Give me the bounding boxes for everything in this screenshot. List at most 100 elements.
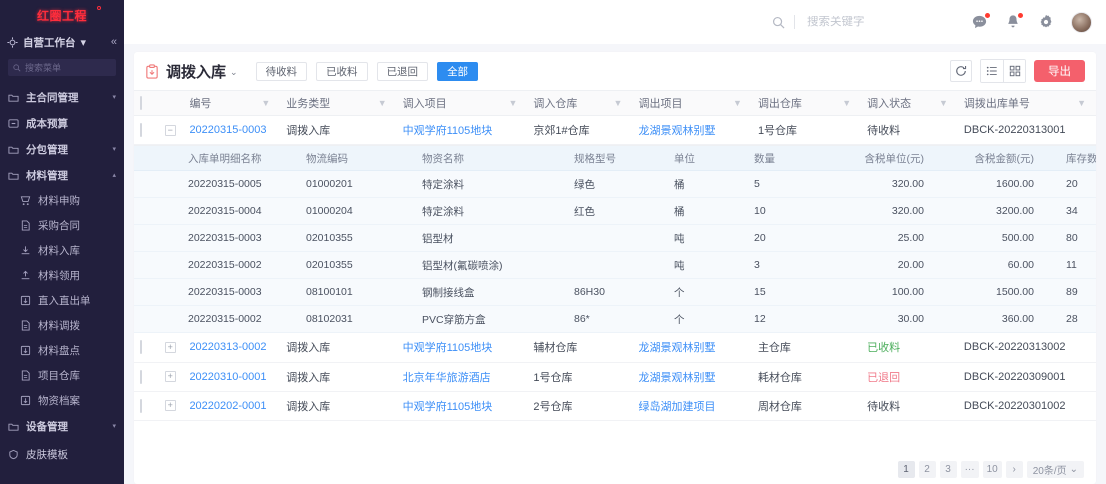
column-out-order[interactable]: 调拨出库单号 ▼ <box>957 90 1096 116</box>
cell-in-project[interactable]: 中观学府1105地块 <box>396 115 528 145</box>
filter-icon[interactable]: ▼ <box>377 98 387 108</box>
filter-icon[interactable]: ▼ <box>261 98 271 108</box>
sidebar-item-purchase-contract[interactable]: 采购合同 <box>0 213 124 238</box>
subcolumn-detail: 入库单明细名称 <box>182 145 300 171</box>
avatar[interactable] <box>1071 11 1092 33</box>
page-1-button[interactable]: 1 <box>897 461 915 478</box>
subtable-row[interactable]: 20220315-0005 01000201 特定涂料 绿色 桶 5 320.0… <box>134 170 1096 198</box>
column-in-warehouse[interactable]: 调入仓库 ▼ <box>527 90 633 116</box>
filter-icon[interactable]: ▼ <box>613 98 623 108</box>
page-3-button[interactable]: 3 <box>939 461 957 478</box>
subtable-row[interactable]: 20220315-0003 08100101 钢制接线盒 86H30 个 15 … <box>134 278 1096 306</box>
chat-icon[interactable] <box>971 12 990 31</box>
column-in-status[interactable]: 调入状态 ▼ <box>861 90 958 116</box>
page-ellipsis[interactable]: ··· <box>960 461 979 478</box>
chip-returned[interactable]: 已退回 <box>376 61 429 81</box>
chevron-down-icon[interactable]: ⌄ <box>230 66 238 77</box>
sidebar-item-material-archive[interactable]: 物资档案 <box>0 388 124 413</box>
page-size-select[interactable]: 20条/页 ⌄ <box>1026 461 1084 478</box>
page-2-button[interactable]: 2 <box>918 461 936 478</box>
row-checkbox[interactable] <box>140 340 142 355</box>
sidebar-item-cost-budget[interactable]: 成本预算 <box>0 110 124 136</box>
menu-search-input[interactable]: 搜索菜单 <box>8 59 116 76</box>
sidebar-item-material-requisition[interactable]: 材料申购 <box>0 188 124 213</box>
cell-in-project[interactable]: 中观学府1105地块 <box>396 333 528 363</box>
expand-row-button[interactable]: + <box>164 341 176 353</box>
global-search[interactable] <box>763 15 945 29</box>
row-checkbox[interactable] <box>140 398 142 413</box>
sidebar-item-subcontract[interactable]: 分包管理 ▾ <box>0 136 124 162</box>
cell-code[interactable]: 20220310-0001 <box>183 362 281 392</box>
cell-in-project[interactable]: 中观学府1105地块 <box>396 391 528 421</box>
gear-icon[interactable] <box>1038 14 1054 30</box>
table-row[interactable]: + 20220202-0001 调拨入库 中观学府1105地块 2号仓库 绿岛湖… <box>134 391 1096 421</box>
page-10-button[interactable]: 10 <box>982 461 1002 478</box>
table-row[interactable]: + 20220310-0001 调拨入库 北京年华旅游酒店 1号仓库 龙湖景观林… <box>134 362 1096 392</box>
column-out-warehouse[interactable]: 调出仓库 ▼ <box>751 90 862 116</box>
row-checkbox[interactable] <box>140 369 142 384</box>
sidebar-item-material-inventory[interactable]: 材料盘点 <box>0 338 124 363</box>
subtable-row[interactable]: 20220315-0002 02010355 铝型材(氟碳喷涂) 吨 3 20.… <box>134 251 1096 279</box>
cell-out-project[interactable]: 绿岛湖加建项目 <box>632 391 752 421</box>
filter-icon[interactable]: ▼ <box>1077 98 1086 108</box>
filter-icon[interactable]: ▼ <box>842 98 852 108</box>
subtable-row[interactable]: 20220315-0004 01000204 特定涂料 红色 桶 10 320.… <box>134 197 1096 225</box>
refresh-icon <box>955 65 967 77</box>
sub-cell-detail[interactable]: 20220315-0002 <box>182 251 300 279</box>
expand-row-button[interactable]: + <box>164 400 176 411</box>
chip-all[interactable]: 全部 <box>437 61 479 81</box>
cell-in-project[interactable]: 北京年华旅游酒店 <box>396 362 528 392</box>
cell-code[interactable]: 20220315-0003 <box>183 115 281 145</box>
sub-cell-detail[interactable]: 20220315-0004 <box>182 197 300 225</box>
filter-icon[interactable]: ▼ <box>508 98 518 108</box>
refresh-button[interactable] <box>950 60 972 82</box>
search-input[interactable] <box>795 16 945 28</box>
sidebar-item-material-usage[interactable]: 材料领用 <box>0 263 124 288</box>
sidebar-item-direct-inout[interactable]: 直入直出单 <box>0 288 124 313</box>
next-page-button[interactable]: › <box>1005 461 1023 478</box>
sidebar-item-project-warehouse[interactable]: 项目仓库 <box>0 363 124 388</box>
collapse-row-button[interactable]: − <box>164 124 176 136</box>
cell-out-project[interactable]: 龙湖景观林别墅 <box>632 362 752 392</box>
bell-icon[interactable] <box>1005 12 1023 31</box>
sidebar-item-equipment-management[interactable]: 设备管理 ▾ <box>0 413 124 439</box>
filter-icon[interactable]: ▼ <box>939 98 948 108</box>
sidebar-item-material-management[interactable]: 材料管理 ▴ <box>0 162 124 188</box>
sub-cell-detail[interactable]: 20220315-0003 <box>182 278 300 306</box>
row-checkbox[interactable] <box>140 123 142 137</box>
app-logo[interactable]: 红圈工程 <box>0 0 124 30</box>
sidebar-item-material-transfer[interactable]: 材料调拨 <box>0 313 124 338</box>
column-out-project[interactable]: 调出项目 ▼ <box>632 90 752 116</box>
column-in-project[interactable]: 调入项目 ▼ <box>396 90 528 116</box>
table-row[interactable]: + 20220313-0002 调拨入库 中观学府1105地块 辅材仓库 龙湖景… <box>134 333 1096 363</box>
export-button[interactable]: 导出 <box>1034 60 1085 82</box>
chip-received[interactable]: 已收料 <box>316 61 368 81</box>
subtable-row[interactable]: 20220315-0003 02010355 铝型材 吨 20 25.00 50… <box>134 224 1096 252</box>
cell-out-project[interactable]: 龙湖景观林别墅 <box>632 333 752 363</box>
sub-cell-qty: 15 <box>748 278 840 306</box>
subtable-row[interactable]: 20220315-0002 08102031 PVC穿筋方盒 86* 个 12 … <box>134 305 1096 333</box>
sidebar-item-skin-template[interactable]: 皮肤模板 <box>0 441 124 467</box>
cell-code[interactable]: 20220313-0002 <box>183 333 281 363</box>
chip-pending-receive[interactable]: 待收料 <box>255 61 308 81</box>
sidebar-item-main-contract[interactable]: 主合同管理 ▾ <box>0 84 124 110</box>
subtable-spacer <box>134 145 182 171</box>
grid-view-icon[interactable] <box>1003 60 1025 82</box>
workspace-selector[interactable]: 自营工作台 ▾ « <box>0 30 124 54</box>
expand-row-button[interactable]: + <box>164 371 176 382</box>
filter-icon[interactable]: ▼ <box>733 98 742 108</box>
collapse-sidebar-button[interactable]: « <box>110 36 117 48</box>
table-row[interactable]: − 20220315-0003 调拨入库 中观学府1105地块 京郊1#仓库 龙… <box>134 115 1096 145</box>
chevron-down-icon: ▾ <box>112 146 116 153</box>
list-view-icon[interactable] <box>981 60 1003 82</box>
sub-cell-detail[interactable]: 20220315-0002 <box>182 305 300 333</box>
column-code[interactable]: 编号 ▼ <box>183 90 281 116</box>
cell-code[interactable]: 20220202-0001 <box>183 391 281 421</box>
sub-cell-detail[interactable]: 20220315-0005 <box>182 170 300 198</box>
select-all-checkbox[interactable] <box>140 96 142 110</box>
column-biz-type[interactable]: 业务类型 ▼ <box>280 90 397 116</box>
sidebar-item-material-inbound[interactable]: 材料入库 <box>0 238 124 263</box>
row-expander-cell: + <box>158 362 184 392</box>
cell-out-project[interactable]: 龙湖景观林别墅 <box>632 115 752 145</box>
sub-cell-detail[interactable]: 20220315-0003 <box>182 224 300 252</box>
